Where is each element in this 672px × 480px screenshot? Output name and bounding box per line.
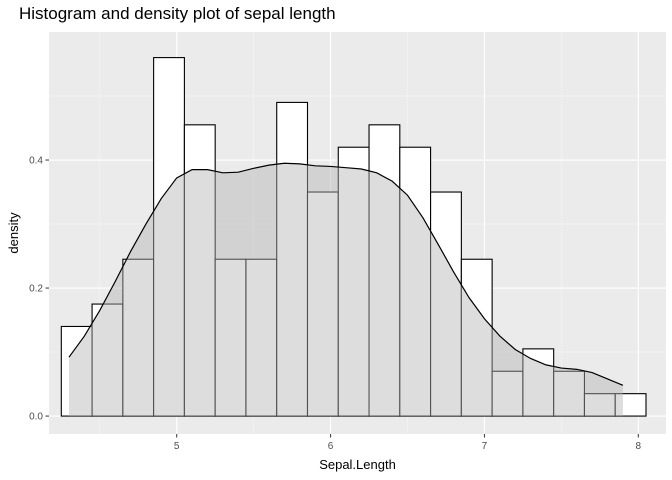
density-area — [69, 163, 623, 417]
histogram-bar — [60, 325, 93, 417]
histogram-bar — [522, 348, 555, 417]
density-curve-line — [68, 162, 624, 386]
histogram-bar — [553, 370, 586, 417]
x-tick-labels: 5 6 7 8 — [174, 441, 642, 452]
y-tick-labels: 0.0 0.2 0.4 — [29, 156, 43, 423]
x-tick-label: 5 — [174, 441, 180, 452]
histogram-bar — [91, 303, 124, 417]
chart-title: Histogram and density plot of sepal leng… — [19, 4, 336, 23]
histogram-bar — [276, 101, 309, 417]
histogram-bar — [183, 124, 216, 417]
histogram-bar — [214, 258, 247, 417]
histogram-bar — [368, 124, 401, 417]
x-tick-label: 7 — [482, 441, 488, 452]
histogram-bar — [614, 393, 647, 417]
x-tick-label: 6 — [328, 441, 334, 452]
y-axis-title: density — [6, 212, 21, 254]
x-tick-label: 8 — [636, 441, 642, 452]
histogram-bar — [245, 258, 278, 417]
y-tick-label: 0.2 — [29, 284, 43, 295]
axis-ticks — [45, 159, 639, 438]
histogram-bar — [399, 146, 432, 417]
histogram-bar — [153, 57, 185, 417]
histogram-bars — [60, 57, 647, 417]
y-tick-label: 0.4 — [29, 156, 43, 167]
histogram-bar — [122, 258, 155, 417]
histogram-bar — [306, 191, 339, 417]
histogram-bar — [430, 191, 462, 417]
histogram-bar — [491, 370, 524, 417]
y-tick-label: 0.0 — [29, 412, 43, 423]
x-axis-title: Sepal.Length — [319, 457, 396, 472]
histogram-bar — [337, 146, 370, 417]
histogram-bar — [460, 258, 493, 417]
